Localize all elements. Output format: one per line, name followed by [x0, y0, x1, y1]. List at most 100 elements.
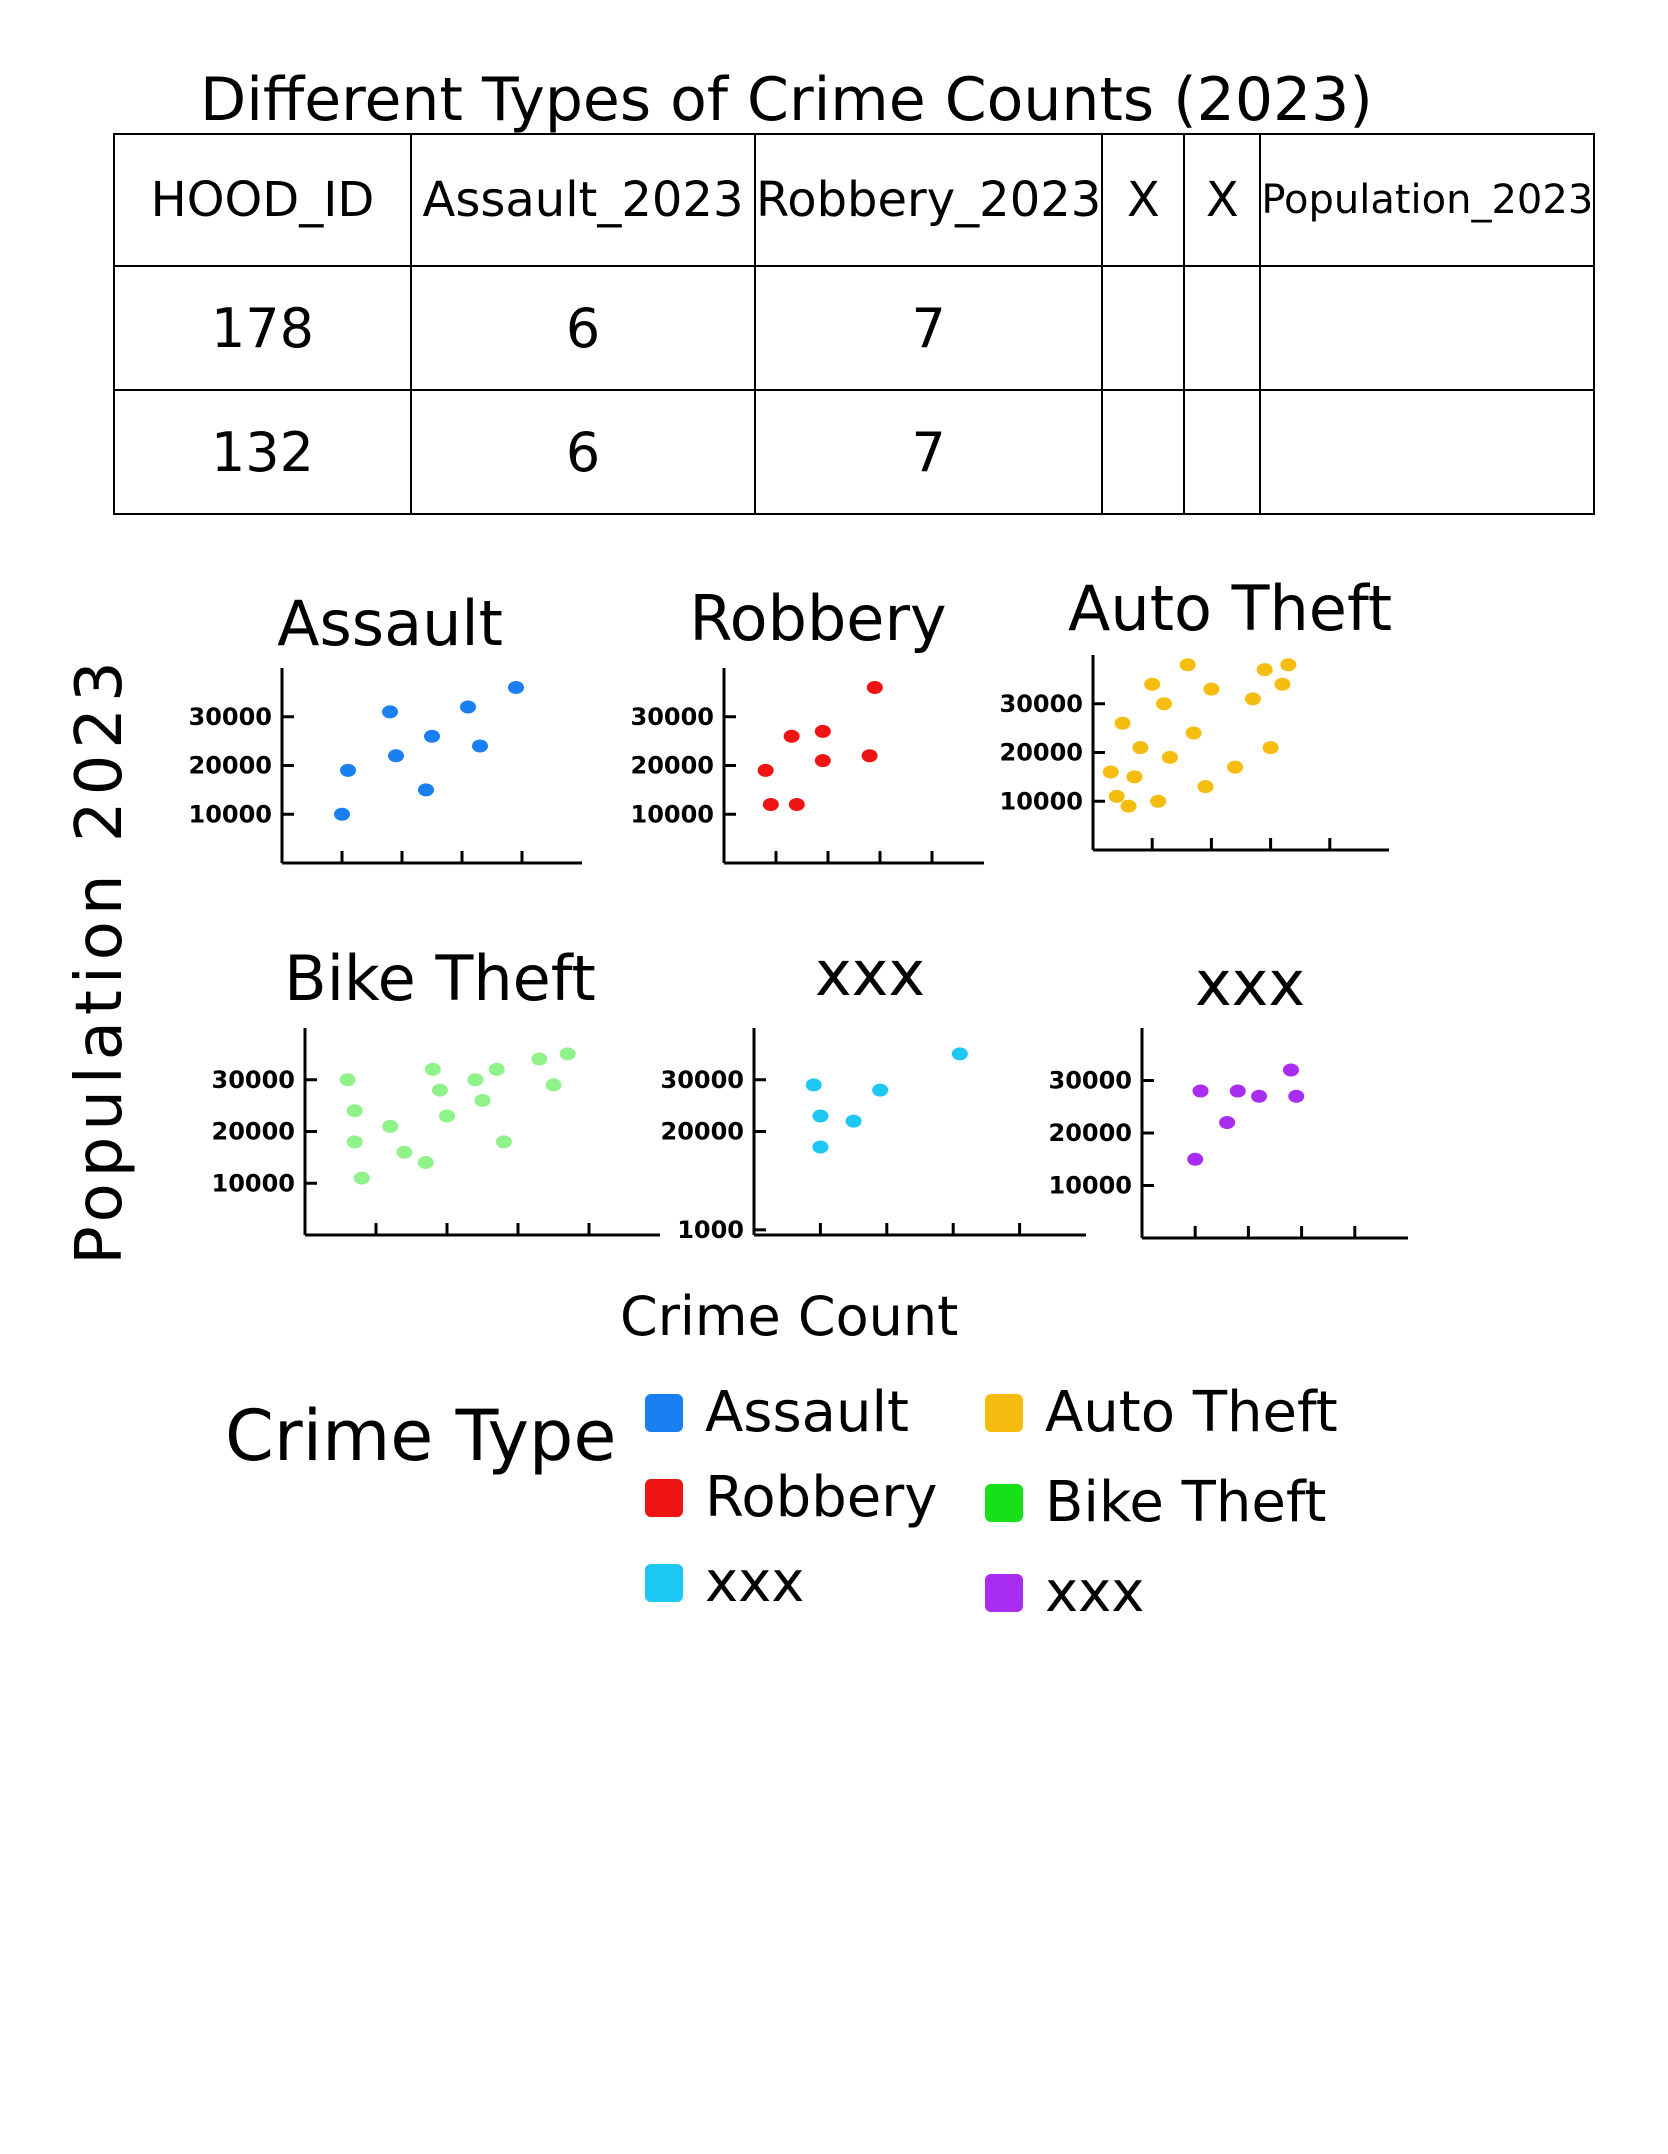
data-point — [474, 1093, 491, 1107]
data-point — [812, 1140, 829, 1154]
y-tick-label: 20000 — [189, 752, 273, 780]
header-population: Population_2023 — [1259, 133, 1596, 267]
data-point — [1256, 663, 1273, 677]
data-point — [353, 1171, 370, 1185]
header-assault: Assault_2023 — [410, 133, 756, 267]
chart-panel: xxx 10000 20000 30000 — [1049, 947, 1408, 1240]
data-point — [814, 724, 831, 738]
legend-swatch — [985, 1393, 1023, 1432]
data-point — [1114, 716, 1131, 730]
panel-title: Assault — [277, 587, 503, 660]
y-tick-label: 10000 — [631, 800, 715, 828]
data-point — [346, 1135, 363, 1149]
legend-item-robbery: Robbery — [645, 1465, 937, 1530]
data-point — [1185, 726, 1202, 740]
table-header-row: HOOD_ID Assault_2023 Robbery_2023 X X Po… — [113, 133, 1596, 267]
data-point — [1179, 658, 1196, 672]
data-point — [488, 1062, 505, 1076]
data-point — [531, 1052, 548, 1066]
y-tick-label: 10000 — [189, 800, 273, 828]
data-point — [1274, 677, 1291, 691]
data-point — [508, 681, 524, 694]
y-tick-label: 30000 — [1049, 1067, 1133, 1095]
cell-hood-id: 178 — [113, 265, 412, 391]
cell-hood-id: 132 — [113, 389, 412, 515]
data-point — [1251, 1089, 1268, 1103]
y-tick-label: 20000 — [631, 752, 715, 780]
data-point — [460, 700, 476, 714]
cell-population — [1259, 265, 1596, 391]
y-tick-label: 10000 — [1000, 787, 1084, 815]
data-point — [1262, 741, 1279, 755]
y-tick-label: 1000 — [677, 1216, 744, 1244]
chart-panel: Robbery 10000 20000 30000 — [631, 582, 984, 865]
data-point — [1126, 770, 1143, 784]
data-point — [1108, 789, 1125, 803]
cell-x-1 — [1101, 389, 1186, 515]
chart-panel: Bike Theft 10000 20000 30000 — [212, 942, 660, 1237]
data-point — [467, 1073, 484, 1087]
table-title: Different Types of Crime Counts (2023) — [200, 65, 1373, 135]
data-point — [866, 681, 883, 694]
legend-swatch — [645, 1393, 683, 1432]
cell-x-2 — [1183, 389, 1262, 515]
header-robbery: Robbery_2023 — [753, 133, 1104, 267]
cell-population — [1259, 389, 1596, 515]
legend-label: Robbery — [705, 1465, 938, 1530]
data-point — [814, 754, 831, 768]
data-point — [339, 1073, 356, 1087]
data-point — [788, 798, 805, 811]
y-tick-label: 30000 — [661, 1066, 745, 1094]
data-point — [340, 763, 356, 777]
data-point — [951, 1047, 968, 1061]
cell-x-2 — [1183, 265, 1262, 391]
data-point — [559, 1047, 576, 1061]
data-point — [1282, 1063, 1299, 1077]
data-point — [812, 1109, 829, 1123]
crime-count-table: HOOD_ID Assault_2023 Robbery_2023 X X Po… — [113, 133, 1596, 515]
y-tick-label: 20000 — [661, 1118, 745, 1146]
legend-title: Crime Type — [225, 1395, 617, 1477]
y-tick-label: 30000 — [631, 703, 715, 731]
y-tick-label: 10000 — [212, 1169, 296, 1197]
legend-item-xxx-cyan: xxx — [645, 1550, 804, 1615]
cell-assault: 6 — [410, 265, 756, 391]
cell-robbery: 7 — [753, 389, 1104, 515]
data-point — [382, 705, 398, 719]
data-point — [495, 1135, 512, 1149]
data-point — [417, 1156, 434, 1170]
data-point — [1197, 780, 1214, 794]
scatter-chart-grid: Assault 10000 20000 30000 Robbery 10000 20000 3… — [189, 572, 1408, 1244]
data-point — [1132, 741, 1149, 755]
chart-panel: Auto Theft 10000 20000 30000 — [1000, 572, 1392, 852]
panel-title: Auto Theft — [1068, 572, 1392, 645]
data-point — [1161, 750, 1178, 764]
y-tick-label: 20000 — [1000, 739, 1084, 767]
legend-item-bike-theft: Bike Theft — [985, 1470, 1327, 1535]
data-point — [545, 1078, 562, 1092]
table-row: 178 6 7 — [113, 265, 1596, 391]
data-point — [1244, 692, 1261, 706]
panel-title: xxx — [815, 937, 925, 1010]
legend-item-assault: Assault — [645, 1380, 909, 1445]
data-point — [845, 1114, 862, 1128]
header-hood-id: HOOD_ID — [113, 133, 412, 267]
y-tick-label: 20000 — [1049, 1119, 1133, 1147]
legend-label: xxx — [1045, 1560, 1145, 1625]
data-point — [472, 739, 488, 753]
data-point — [1219, 1116, 1236, 1129]
panel-title: xxx — [1195, 947, 1305, 1020]
data-point — [382, 1119, 399, 1133]
data-point — [334, 807, 350, 821]
legend-swatch — [645, 1478, 683, 1517]
legend-label: Bike Theft — [1045, 1470, 1327, 1535]
y-tick-label: 30000 — [212, 1066, 296, 1094]
data-point — [1150, 794, 1167, 808]
data-point — [418, 783, 434, 797]
table-row: 132 6 7 — [113, 389, 1596, 515]
data-point — [396, 1145, 413, 1159]
data-point — [1102, 765, 1119, 779]
data-point — [1120, 799, 1137, 813]
panel-title: Robbery — [689, 582, 946, 655]
legend-swatch — [645, 1563, 683, 1602]
